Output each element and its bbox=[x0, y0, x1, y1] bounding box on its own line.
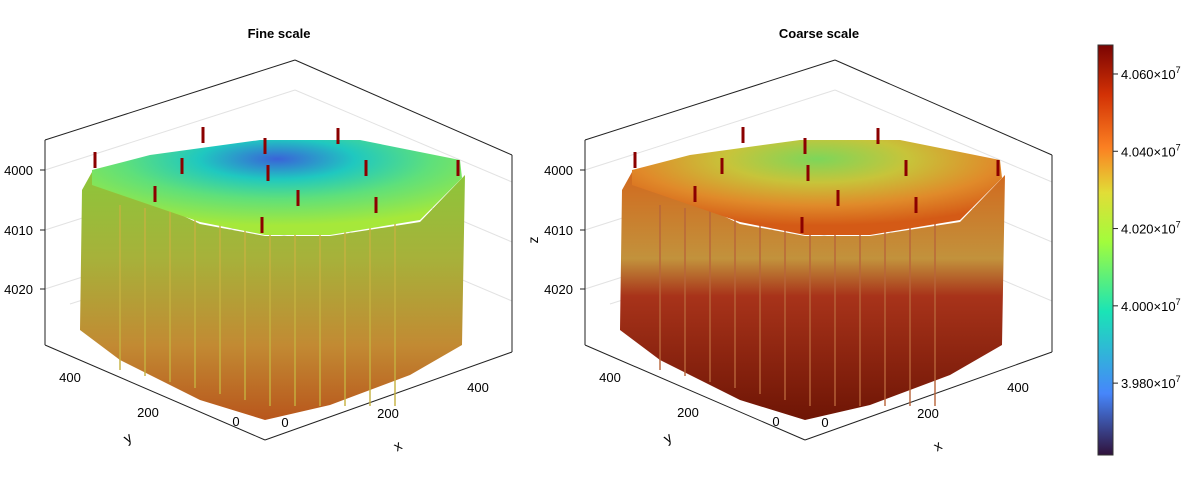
x-tick-label: 200 bbox=[917, 406, 939, 421]
reservoir-top bbox=[92, 140, 462, 235]
colorbar-gradient bbox=[1097, 44, 1114, 456]
y-tick-label: 200 bbox=[677, 405, 699, 420]
layer-steps bbox=[659, 205, 936, 406]
x-tick-label: 0 bbox=[821, 415, 828, 430]
axis-frame bbox=[44, 59, 513, 441]
z-axis-label: z bbox=[525, 237, 541, 244]
colorbar-tick-label: 4.040×107 bbox=[1121, 142, 1181, 159]
x-axis-label: x bbox=[390, 437, 404, 454]
x-tick-label: 400 bbox=[1007, 380, 1029, 395]
y-axis-label: y bbox=[660, 429, 674, 446]
z-tick-label: 4000 bbox=[4, 163, 33, 178]
colorbar: 4.060×107 4.040×107 4.020×107 4.000×107 3.98… bbox=[1097, 44, 1181, 456]
y-tick-label: 400 bbox=[599, 370, 621, 385]
x-tick-label: 0 bbox=[281, 415, 288, 430]
axis-title: Coarse scale bbox=[779, 26, 859, 41]
z-tick-label: 4020 bbox=[4, 282, 33, 297]
z-tick-label: 4000 bbox=[544, 163, 573, 178]
colorbar-tick-label: 4.000×107 bbox=[1121, 297, 1181, 314]
axis-title: Fine scale bbox=[248, 26, 311, 41]
x-tick-label: 400 bbox=[467, 380, 489, 395]
colorbar-tick-label: 4.020×107 bbox=[1121, 220, 1181, 237]
x-tick-label: 200 bbox=[377, 406, 399, 421]
z-tick-label: 4020 bbox=[544, 282, 573, 297]
x-axis-label: x bbox=[930, 437, 944, 454]
y-tick-label: 200 bbox=[137, 405, 159, 420]
y-tick-label: 0 bbox=[772, 414, 779, 429]
reservoir-top bbox=[632, 140, 1002, 235]
z-tick-label: 4010 bbox=[544, 223, 573, 238]
reservoir-side bbox=[620, 172, 1005, 420]
y-tick-label: 0 bbox=[232, 414, 239, 429]
y-tick-label: 400 bbox=[59, 370, 81, 385]
axis-frame bbox=[584, 59, 1053, 441]
y-axis-label: y bbox=[120, 429, 134, 446]
colorbar-tick-label: 3.980×107 bbox=[1121, 374, 1181, 391]
reservoir-side bbox=[80, 172, 465, 420]
layer-steps bbox=[119, 205, 396, 406]
z-tick-label: 4010 bbox=[4, 223, 33, 238]
colorbar-tick-label: 4.060×107 bbox=[1121, 65, 1181, 82]
